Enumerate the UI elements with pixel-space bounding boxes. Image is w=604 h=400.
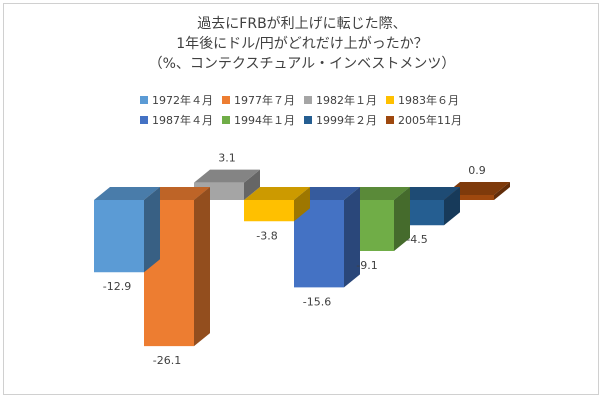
- bar-side: [344, 187, 360, 288]
- bar-side: [194, 187, 210, 347]
- legend-item: 1999年２月: [304, 112, 377, 128]
- legend-label: 1999年２月: [316, 114, 377, 127]
- bar-side: [144, 187, 160, 273]
- legend-swatch: [140, 96, 148, 104]
- chart-title-line-2: 1年後にドル/円がどれだけ上がったか？: [176, 36, 428, 52]
- legend-item: 1983年６月: [386, 92, 459, 108]
- data-label: -12.9: [103, 280, 131, 293]
- bar-top: [144, 187, 210, 200]
- bar-front: [294, 200, 344, 288]
- bar-side: [244, 169, 260, 200]
- legend-swatch: [386, 116, 394, 124]
- legend-swatch: [222, 116, 230, 124]
- legend-item: 1987年４月: [140, 112, 213, 128]
- legend-label: 2005年11月: [398, 114, 462, 127]
- bar-top: [244, 187, 310, 200]
- legend-item: 1972年４月: [140, 92, 213, 108]
- data-label: 0.9: [468, 164, 486, 177]
- bar-side: [394, 187, 410, 251]
- bar-top: [444, 181, 510, 195]
- chart-legend: 1972年４月 1977年７月 1982年１月 1983年６月 1987年４月 …: [140, 90, 520, 130]
- bar-side: [494, 181, 510, 200]
- data-label: -4.5: [406, 233, 427, 246]
- data-label: -15.6: [303, 295, 331, 308]
- legend-swatch: [140, 116, 148, 124]
- bar-side: [294, 187, 310, 222]
- bar-top: [94, 187, 160, 200]
- legend-row-1: 1972年４月 1977年７月 1982年１月 1983年６月: [140, 90, 520, 110]
- bar-front: [244, 200, 294, 222]
- legend-label: 1982年１月: [316, 94, 377, 107]
- bar-front: [94, 200, 144, 273]
- data-label: -9.1: [356, 259, 377, 272]
- legend-item: 1994年１月: [222, 112, 295, 128]
- legend-label: 1977年７月: [234, 94, 295, 107]
- data-label: -3.8: [256, 229, 277, 242]
- bar-side: [444, 187, 460, 226]
- bar-top: [344, 187, 410, 200]
- legend-item: 1977年７月: [222, 92, 295, 108]
- legend-label: 1983年６月: [398, 94, 459, 107]
- legend-swatch: [304, 96, 312, 104]
- legend-swatch: [304, 116, 312, 124]
- data-label: 3.1: [218, 152, 236, 165]
- legend-label: 1972年４月: [152, 94, 213, 107]
- bar-top: [294, 187, 360, 200]
- chart-title-line-3: （%、コンテクスチュアル・インベストメンツ）: [148, 56, 456, 72]
- legend-item: 1982年１月: [304, 92, 377, 108]
- bar-top: [394, 187, 460, 200]
- legend-swatch: [386, 96, 394, 104]
- bar-top: [194, 169, 260, 183]
- legend-row-2: 1987年４月 1994年１月 1999年２月 2005年11月: [140, 110, 520, 130]
- legend-item: 2005年11月: [386, 112, 462, 128]
- legend-label: 1987年４月: [152, 114, 213, 127]
- data-label: -26.1: [153, 354, 181, 367]
- chart-title-line-1: 過去にFRBが利上げに転じた際、: [197, 16, 407, 32]
- legend-swatch: [222, 96, 230, 104]
- legend-label: 1994年１月: [234, 114, 295, 127]
- chart-title: 過去にFRBが利上げに転じた際、 1年後にドル/円がどれだけ上がったか？ （%、…: [0, 14, 604, 74]
